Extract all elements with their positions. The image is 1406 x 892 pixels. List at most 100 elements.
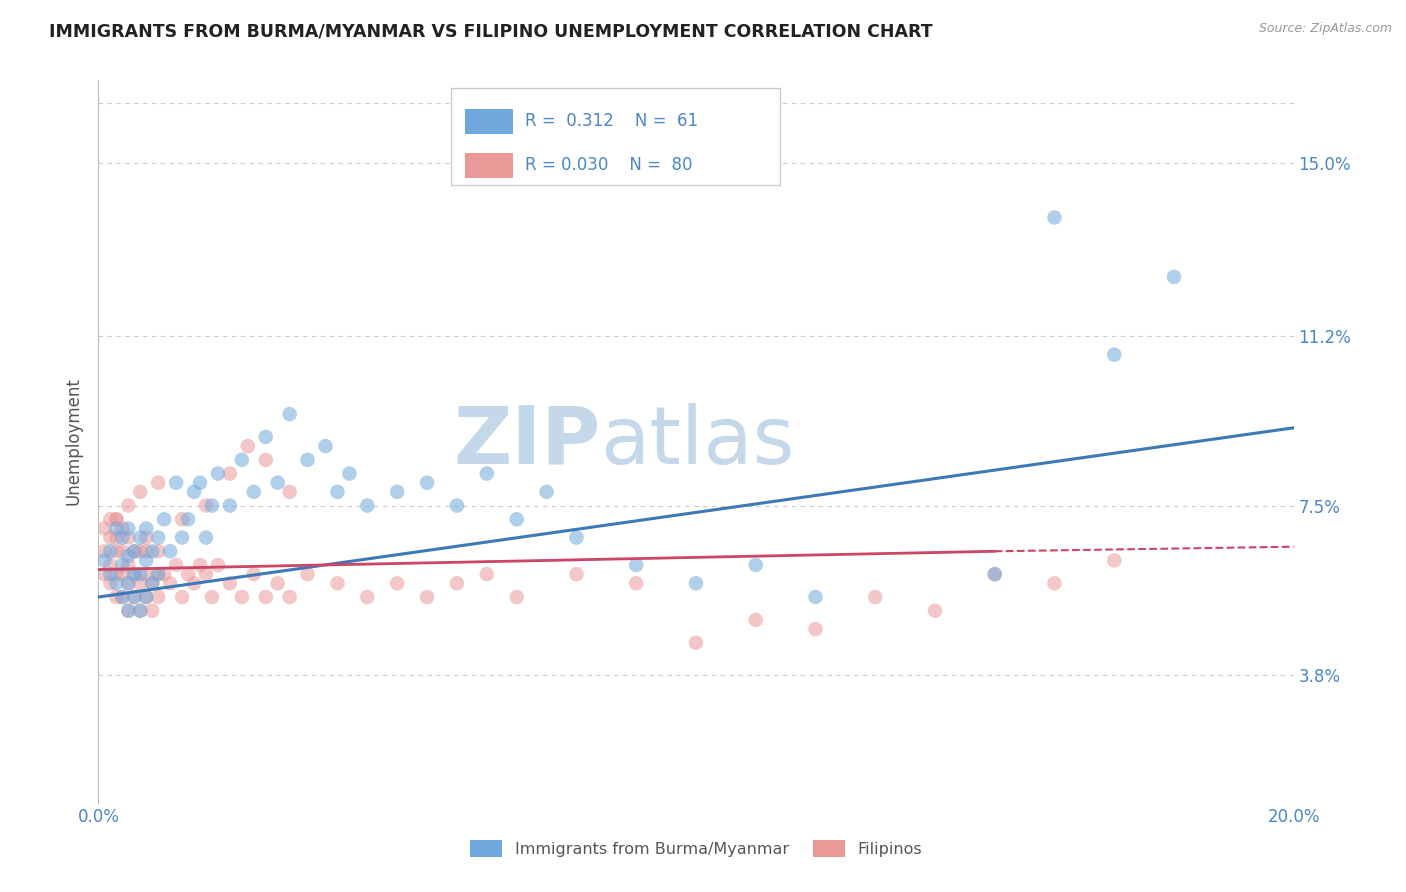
Point xyxy=(129,484,152,499)
Point xyxy=(243,484,266,499)
Point xyxy=(745,613,768,627)
Point xyxy=(231,590,253,604)
Point xyxy=(141,604,163,618)
Point xyxy=(446,499,468,513)
Point xyxy=(267,576,290,591)
Text: Source: ZipAtlas.com: Source: ZipAtlas.com xyxy=(1258,22,1392,36)
Point xyxy=(278,407,301,421)
Point xyxy=(141,576,163,591)
Point xyxy=(148,567,170,582)
Point xyxy=(685,576,707,591)
Point xyxy=(117,604,139,618)
Point xyxy=(177,567,200,582)
Point xyxy=(135,531,157,545)
Point xyxy=(124,590,146,604)
Point xyxy=(278,484,301,499)
Point xyxy=(1104,553,1126,567)
Point xyxy=(506,590,529,604)
Point xyxy=(129,604,152,618)
Point xyxy=(536,484,558,499)
Point xyxy=(135,590,157,604)
Point xyxy=(243,567,266,582)
Point xyxy=(105,531,128,545)
Text: ZIP: ZIP xyxy=(453,402,600,481)
Point xyxy=(135,521,157,535)
Point xyxy=(219,499,242,513)
Point xyxy=(117,549,139,563)
Point xyxy=(148,531,170,545)
Point xyxy=(105,590,128,604)
Point xyxy=(297,453,319,467)
Text: R = 0.030    N =  80: R = 0.030 N = 80 xyxy=(524,156,693,174)
Point xyxy=(188,558,211,572)
Point xyxy=(129,576,152,591)
Point xyxy=(93,567,115,582)
Point xyxy=(231,453,253,467)
Point xyxy=(165,558,187,572)
Point xyxy=(124,544,146,558)
Point xyxy=(416,475,439,490)
Point xyxy=(111,558,134,572)
Point xyxy=(326,484,349,499)
Point xyxy=(183,484,205,499)
Point xyxy=(105,512,128,526)
Point xyxy=(124,590,146,604)
Point xyxy=(124,544,146,558)
Point xyxy=(924,604,946,618)
Point xyxy=(159,544,181,558)
Point xyxy=(141,544,163,558)
Point xyxy=(416,590,439,604)
Point xyxy=(117,521,139,535)
Point xyxy=(475,467,498,481)
Point xyxy=(201,499,224,513)
Point xyxy=(141,576,163,591)
Point xyxy=(188,475,211,490)
Point xyxy=(111,590,134,604)
Point xyxy=(135,553,157,567)
Point xyxy=(177,512,200,526)
Point xyxy=(98,531,122,545)
Point xyxy=(117,604,139,618)
Point xyxy=(1104,348,1126,362)
Point xyxy=(98,544,122,558)
Point xyxy=(135,567,157,582)
Point xyxy=(195,499,218,513)
Point xyxy=(172,531,194,545)
Point xyxy=(207,558,229,572)
Point xyxy=(148,544,170,558)
Point xyxy=(219,467,242,481)
Point xyxy=(105,576,128,591)
Point xyxy=(984,567,1007,582)
Point xyxy=(984,567,1007,582)
Point xyxy=(117,558,139,572)
Point xyxy=(148,567,170,582)
Point xyxy=(117,576,139,591)
Point xyxy=(278,590,301,604)
Point xyxy=(626,576,648,591)
Point xyxy=(207,467,229,481)
Point xyxy=(129,604,152,618)
Point xyxy=(159,576,181,591)
Point xyxy=(93,553,115,567)
Point xyxy=(297,567,319,582)
Point xyxy=(124,567,146,582)
Point xyxy=(745,558,768,572)
Point xyxy=(446,576,468,591)
Point xyxy=(135,544,157,558)
Point xyxy=(98,558,122,572)
Point xyxy=(685,636,707,650)
Y-axis label: Unemployment: Unemployment xyxy=(65,377,83,506)
FancyBboxPatch shape xyxy=(451,87,780,185)
Point xyxy=(267,475,290,490)
Point xyxy=(135,590,157,604)
Point xyxy=(165,475,187,490)
Point xyxy=(1043,576,1066,591)
Point xyxy=(565,531,588,545)
Point xyxy=(254,430,277,444)
Text: atlas: atlas xyxy=(600,402,794,481)
Point xyxy=(105,544,128,558)
Point xyxy=(153,512,176,526)
FancyBboxPatch shape xyxy=(465,153,513,178)
Point xyxy=(254,453,277,467)
Point xyxy=(129,567,152,582)
